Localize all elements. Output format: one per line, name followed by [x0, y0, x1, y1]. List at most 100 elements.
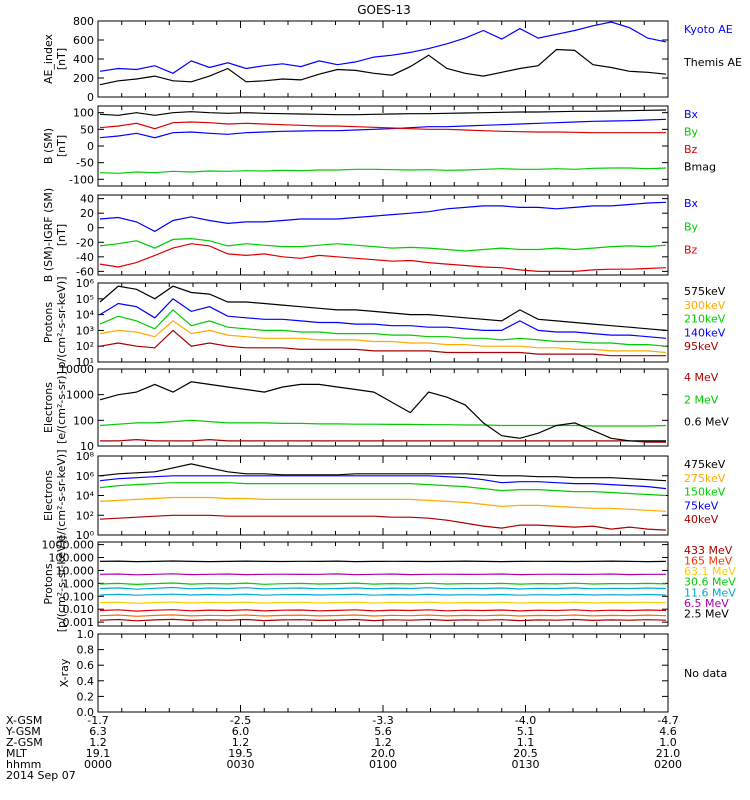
y-tick-label: 10⁴: [76, 490, 95, 503]
legend-entry: By: [684, 126, 699, 139]
x-axis-row-label: hhmm: [6, 758, 41, 771]
legend-entry: Bz: [684, 244, 698, 257]
series-line: [99, 463, 667, 482]
y-tick-label: 10000: [59, 363, 94, 376]
x-axis-value: 6.3: [89, 725, 107, 738]
series-line: [99, 48, 667, 86]
y-tick-label: 10¹: [76, 356, 94, 369]
legend-entry: 433 MeV: [684, 544, 733, 557]
y-axis-label: Electrons: [42, 382, 55, 433]
legend-entry: 165 MeV: [684, 555, 733, 568]
y-tick-label: 0.0: [77, 706, 95, 719]
y-tick-label: -100: [69, 173, 94, 186]
series-line: [99, 560, 667, 563]
legend-entry: 140keV: [684, 326, 726, 339]
y-tick-label: 10⁰: [76, 529, 95, 542]
x-axis-value: 4.6: [659, 725, 677, 738]
date-label: 2014 Sep 07: [6, 769, 76, 782]
y-tick-label: 0.8: [77, 644, 95, 657]
legend-entry: Bz: [684, 143, 698, 156]
y-tick-label: 1000.000: [42, 539, 95, 552]
y-tick-label: 100: [73, 414, 94, 427]
series-line: [99, 285, 667, 331]
y-tick-label: -40: [76, 251, 94, 264]
x-axis-row-label: Z-GSM: [6, 736, 43, 749]
x-axis-value: 0000: [84, 758, 112, 771]
y-tick-label: 200: [73, 72, 94, 85]
y-tick-label: 400: [73, 53, 94, 66]
x-axis-value: 5.6: [374, 725, 392, 738]
series-line: [99, 21, 667, 74]
y-axis-label: [nT]: [55, 48, 68, 70]
y-tick-label: 0: [87, 91, 94, 104]
y-tick-label: 800: [73, 15, 94, 28]
series-line: [99, 201, 667, 233]
legend-entry: 575keV: [684, 285, 726, 298]
x-axis-value: 0130: [512, 758, 540, 771]
legend-entry: 210keV: [684, 313, 726, 326]
series-line: [99, 298, 667, 339]
y-tick-label: 100: [73, 107, 94, 120]
x-axis-value: -2.5: [230, 714, 251, 727]
series-line: [99, 320, 667, 354]
y-axis-label: [p/(cm²-s-sr-keV)]: [55, 536, 68, 633]
x-axis-value: 21.0: [656, 747, 681, 760]
legend-entry: 2.5 MeV: [684, 607, 729, 620]
legend-entry: Kyoto AE: [684, 23, 733, 36]
y-tick-label: 1000: [66, 389, 94, 402]
series-line: [99, 586, 667, 590]
y-tick-label: -20: [76, 236, 94, 249]
x-axis-value: 0030: [227, 758, 255, 771]
y-axis-label: [e/(cm²-s-sr)]: [55, 371, 68, 444]
legend-entry: 150keV: [684, 486, 726, 499]
y-tick-label: -60: [76, 265, 94, 278]
series-line: [99, 121, 666, 134]
panel-4: 10¹ 10² 10³ 10⁴ 10⁵ 10⁶ Protons p/(cm²-s-sr-keV…: [42, 276, 726, 369]
y-tick-label: 40: [80, 193, 94, 206]
legend-entry: Themis AE: [683, 56, 742, 69]
panel-6: 10⁰ 10² 10⁴ 10⁶ 10⁸ Electrons e/(cm²-s-sr-keV)…: [42, 450, 726, 542]
y-tick-label: 10⁵: [76, 293, 94, 306]
x-axis-value: 19.1: [86, 747, 111, 760]
y-axis-label: Protons: [42, 563, 55, 604]
y-axis-label: Protons: [42, 302, 55, 343]
y-tick-label: 50: [80, 123, 94, 136]
x-axis-value: -4.7: [657, 714, 678, 727]
x-axis-value: 1.2: [374, 736, 392, 749]
legend-entry: Bmag: [684, 161, 716, 174]
x-axis-value: 20.5: [513, 747, 538, 760]
x-axis-row-label: MLT: [6, 747, 27, 760]
x-axis-value: -3.3: [372, 714, 393, 727]
y-axis-label: e/(cm²-s-sr-keV)]: [55, 450, 68, 542]
y-tick-label: 10⁴: [76, 309, 95, 322]
legend-entry: 95keV: [684, 340, 719, 353]
y-tick-label: 10⁶: [76, 277, 95, 290]
legend-entry: 2 MeV: [684, 393, 719, 406]
legend-entry: Bx: [684, 197, 699, 210]
x-axis-value: 0200: [654, 758, 682, 771]
y-tick-label: 10²: [76, 509, 94, 522]
legend-entry: 300keV: [684, 299, 726, 312]
x-axis-value: 1.1: [517, 736, 535, 749]
x-axis-row-label: X-GSM: [6, 714, 42, 727]
y-tick-label: 10.000: [56, 564, 95, 577]
series-line: [99, 109, 667, 116]
legend-entry: 63.1 MeV: [684, 565, 736, 578]
y-tick-label: 600: [73, 34, 94, 47]
chart-title: GOES-13: [357, 3, 411, 17]
series-line: [99, 582, 667, 586]
y-tick-label: 0.4: [77, 675, 95, 688]
legend-entry: 11.6 MeV: [684, 586, 736, 599]
y-tick-label: 0: [87, 222, 94, 235]
y-tick-label: 0.6: [77, 659, 95, 672]
series-line: [99, 614, 667, 617]
y-tick-label: 10⁸: [76, 450, 95, 463]
y-tick-label: 1.000: [63, 577, 95, 590]
x-axis-value: 6.0: [232, 725, 250, 738]
x-axis-table: X-GSMY-GSMZ-GSMMLThhmm-1.76.31.219.10000…: [5, 714, 682, 782]
y-tick-label: 0: [87, 140, 94, 153]
x-axis-value: 5.1: [517, 725, 535, 738]
y-axis-label: B (SM)-IGRF (SM): [42, 188, 55, 282]
